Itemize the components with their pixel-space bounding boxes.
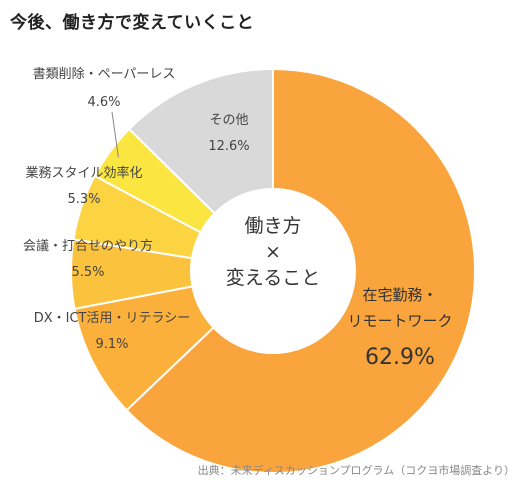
slice-label-6: その他 [209, 113, 248, 128]
slice-label-2: DX・ICT活用・リテラシー [34, 311, 191, 326]
leader-line-paperless [111, 111, 119, 158]
donut-slice-1 [125, 67, 476, 474]
slice-value-5: 4.6% [87, 95, 120, 110]
donut-slice-6 [127, 67, 274, 215]
slice-label-4: 業務スタイル効率化 [25, 165, 142, 181]
slice-label-5: 書類削除・ペーパーレス [33, 67, 176, 82]
slice-value-4: 5.3% [67, 192, 100, 207]
slice-label-3: 会議・打合せのやり方 [23, 238, 153, 254]
chart-title: 今後、働き方で変えていくこと [10, 13, 255, 33]
slice-label-1-line-2: リモートワーク [347, 312, 452, 330]
center-label-line-3: 変えること [226, 267, 320, 289]
slice-value-6: 12.6% [208, 139, 249, 154]
slice-value-1: 62.9% [365, 345, 435, 370]
source-note: 出典：未来ディスカッションプログラム（コクヨ市場調査より） [197, 464, 515, 477]
slice-value-3: 5.5% [71, 265, 104, 280]
slice-label-1-line-1: 在宅勤務・ [362, 286, 437, 304]
center-label-line-1: 働き方 [244, 215, 301, 237]
slice-value-2: 9.1% [95, 337, 128, 352]
center-label-line-2: × [265, 241, 281, 263]
